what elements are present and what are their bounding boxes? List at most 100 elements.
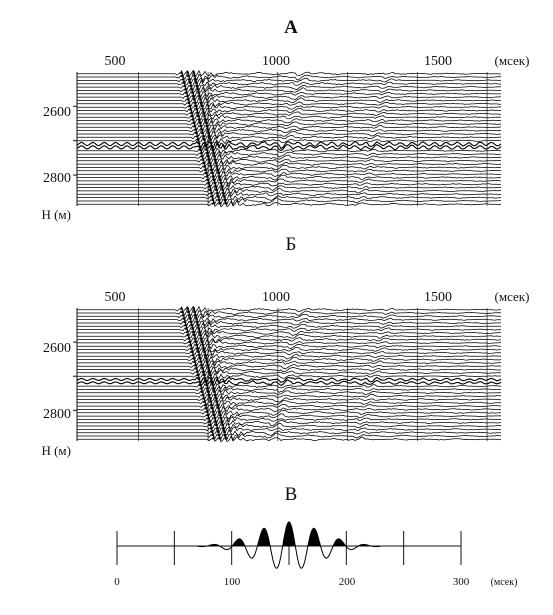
trace-lobe — [179, 69, 184, 74]
panel-b-time-tick: 1000 — [262, 290, 290, 305]
trace-lobe — [187, 76, 192, 81]
trace-lobe — [206, 362, 210, 367]
trace-lobe — [201, 157, 205, 161]
trace-lobe — [219, 180, 223, 185]
trace-lobe — [220, 422, 225, 427]
trace-lobe — [198, 143, 202, 148]
trace-lobe — [180, 73, 185, 78]
trace-lobe — [224, 200, 228, 205]
trace-lobe — [204, 170, 208, 175]
trace-lobe — [202, 113, 207, 118]
trace-lobe — [189, 110, 194, 114]
trace — [77, 170, 502, 178]
trace-lobe — [196, 322, 200, 327]
trace — [77, 93, 502, 102]
trace-lobe — [202, 160, 206, 165]
trace-lobe — [218, 435, 222, 440]
trace-lobe — [204, 120, 208, 124]
trace-lobe — [219, 415, 223, 420]
trace-lobe — [188, 80, 192, 84]
trace-lobe — [201, 133, 206, 138]
trace-lobe — [200, 339, 204, 343]
trace-lobe — [197, 325, 201, 330]
trace-lobe — [210, 429, 214, 433]
trace-lobe — [193, 335, 197, 340]
trace-lobe — [206, 389, 210, 393]
trace-lobe — [193, 309, 197, 313]
trace-lobe — [220, 419, 224, 423]
trace-lobe — [180, 309, 185, 313]
panel-a-time-tick: 1000 — [262, 54, 290, 69]
trace — [77, 371, 502, 379]
trace-lobe — [203, 140, 207, 145]
trace-lobe — [207, 180, 211, 185]
trace-lobe — [211, 173, 215, 178]
trace-lobe — [197, 140, 201, 145]
trace-lobe — [193, 312, 198, 317]
trace — [77, 382, 501, 390]
wavelet-lobe — [258, 528, 270, 546]
trace-lobe — [186, 73, 191, 78]
panel-a-label: А — [284, 17, 298, 38]
trace-lobe — [193, 123, 197, 128]
wavelet-lobe — [283, 522, 295, 546]
trace-lobe — [211, 147, 215, 151]
trace-lobe — [218, 200, 222, 205]
trace-lobe — [185, 329, 190, 333]
trace-lobe — [211, 409, 215, 413]
trace-lobe — [217, 432, 221, 437]
panel-b-label: Б — [286, 234, 297, 255]
trace-lobe — [195, 106, 199, 111]
trace — [77, 362, 502, 370]
trace-lobe — [188, 103, 192, 108]
trace-lobe — [205, 173, 209, 178]
trace-lobe — [215, 425, 220, 430]
trace-lobe — [208, 160, 212, 165]
trace-lobe — [224, 435, 228, 440]
trace-lobe — [200, 389, 204, 393]
trace — [77, 150, 501, 158]
trace — [77, 199, 502, 208]
trace-lobe — [199, 123, 203, 128]
trace — [77, 164, 501, 172]
panel-a-depth-tick: 2800 — [43, 171, 71, 186]
trace-lobe — [198, 120, 202, 124]
trace — [77, 315, 502, 324]
trace-lobe — [194, 339, 198, 343]
trace-lobe — [190, 86, 194, 91]
trace-lobe — [206, 126, 210, 131]
trace-lobe — [194, 80, 199, 84]
trace — [77, 110, 501, 118]
wavelet-plot — [116, 521, 462, 569]
trace-lobe — [207, 419, 212, 423]
wavelet-lobe — [308, 528, 320, 546]
trace-lobe — [218, 412, 222, 417]
panel-b-depth-tick: 2600 — [43, 341, 71, 356]
trace-lobe — [216, 405, 221, 410]
trace-lobe — [218, 177, 222, 181]
trace-lobe — [193, 73, 197, 78]
trace-lobe — [207, 369, 212, 373]
trace-lobe — [193, 100, 197, 104]
trace-lobe — [212, 389, 217, 393]
trace-lobe — [215, 190, 220, 195]
trace-lobe — [199, 100, 203, 104]
trace-lobe — [209, 190, 213, 195]
trace — [76, 141, 502, 153]
trace-lobe — [184, 86, 188, 91]
trace-lobe — [196, 113, 201, 118]
trace-lobe — [195, 342, 199, 347]
trace-lobe — [192, 120, 196, 124]
panel-b-time-unit: (мсек) — [495, 289, 530, 304]
trace-lobe — [189, 345, 194, 350]
trace-lobe — [211, 385, 216, 390]
trace-lobe — [208, 395, 212, 400]
panel-a-depth-label: H (м) — [41, 207, 71, 222]
trace-lobe — [195, 319, 199, 323]
trace-lobe — [195, 133, 199, 138]
trace-lobe — [214, 419, 218, 423]
trace — [77, 321, 501, 330]
trace-lobe — [191, 325, 195, 330]
trace-lobe — [202, 110, 206, 114]
trace — [77, 353, 501, 361]
